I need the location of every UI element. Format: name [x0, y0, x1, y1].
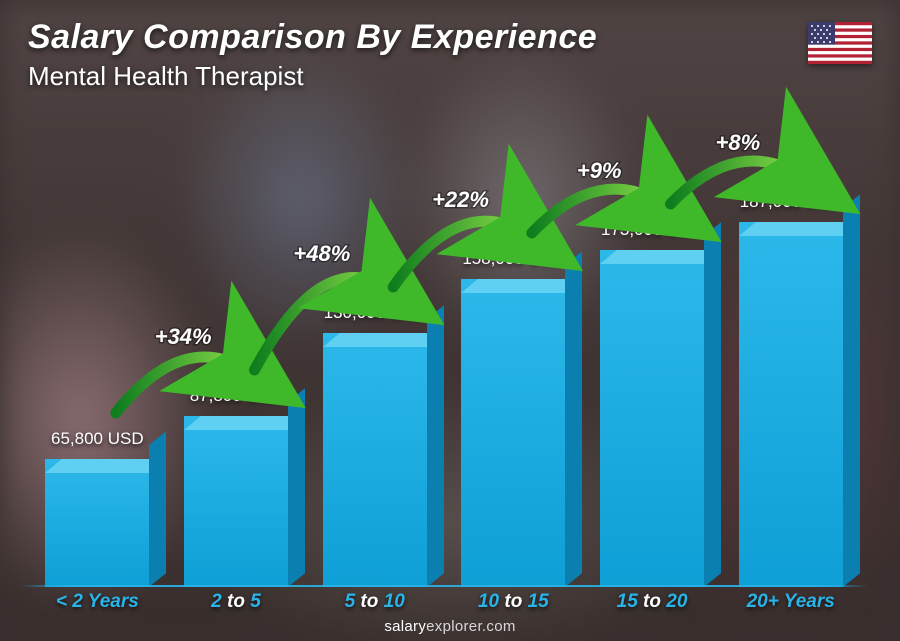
x-axis-label: 2 to 5 [167, 591, 306, 613]
bar-item: 158,000 USD [444, 249, 583, 587]
bar-value-label: 187,000 USD [740, 192, 842, 212]
bar-value-label: 130,000 USD [324, 303, 426, 323]
x-axis: < 2 Years2 to 55 to 1010 to 1515 to 2020… [28, 591, 860, 613]
bar-item: 187,000 USD [721, 192, 860, 587]
bar-item: 173,000 USD [583, 220, 722, 587]
page-subtitle: Mental Health Therapist [28, 61, 597, 92]
bar-3d [461, 279, 565, 587]
bar-item: 87,800 USD [167, 386, 306, 587]
x-axis-label: 5 to 10 [305, 591, 444, 613]
bar-value-label: 65,800 USD [51, 429, 144, 449]
bar-item: 130,000 USD [305, 303, 444, 587]
header: Salary Comparison By Experience Mental H… [28, 18, 597, 92]
bar-item: 65,800 USD [28, 429, 167, 587]
bar-3d [323, 333, 427, 587]
bar-3d [739, 222, 843, 587]
bar-value-label: 87,800 USD [190, 386, 283, 406]
bar-3d [45, 459, 149, 587]
bar-chart: 65,800 USD 87,800 USD 130,000 USD 158,000 U… [28, 120, 860, 587]
bar-3d [600, 250, 704, 587]
x-axis-label: < 2 Years [28, 591, 167, 613]
x-axis-label: 20+ Years [721, 591, 860, 613]
brand-part-1: salary [384, 618, 426, 635]
page-title: Salary Comparison By Experience [28, 18, 597, 57]
bar-value-label: 158,000 USD [462, 249, 564, 269]
bar-value-label: 173,000 USD [601, 220, 703, 240]
x-axis-label: 10 to 15 [444, 591, 583, 613]
x-axis-label: 15 to 20 [583, 591, 722, 613]
brand-part-2: explorer.com [426, 618, 515, 635]
footer-brand: salaryexplorer.com [0, 618, 900, 635]
country-flag-icon [808, 22, 872, 64]
bar-3d [184, 416, 288, 587]
chart-baseline [20, 585, 868, 587]
